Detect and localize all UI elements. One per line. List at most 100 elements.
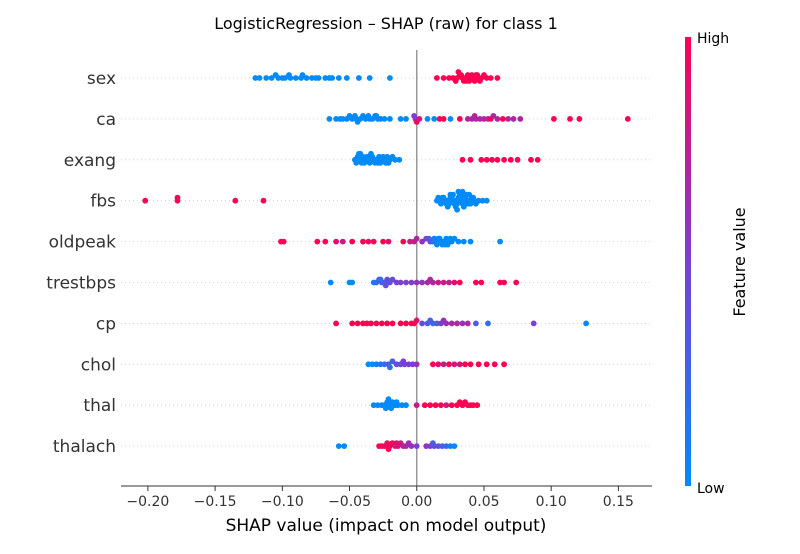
data-point-fbs bbox=[466, 191, 473, 198]
data-point-trestbps bbox=[327, 279, 334, 286]
data-point-cp bbox=[389, 320, 396, 327]
data-point-ca bbox=[481, 116, 487, 122]
data-point-thal bbox=[462, 399, 468, 406]
data-point-thalach bbox=[385, 446, 392, 452]
data-point-ca bbox=[352, 113, 358, 119]
data-point-ca bbox=[499, 116, 506, 122]
data-point-sex bbox=[279, 75, 286, 81]
data-point-exang bbox=[501, 156, 507, 163]
data-point-chol bbox=[393, 361, 400, 368]
feature-label-trestbps: trestbps bbox=[46, 274, 116, 294]
feature-label-ca: ca bbox=[96, 110, 116, 130]
data-point-chol bbox=[451, 361, 458, 368]
data-point-ca bbox=[387, 116, 393, 122]
data-point-trestbps bbox=[393, 279, 400, 286]
data-point-exang bbox=[357, 150, 364, 157]
data-point-thalach bbox=[435, 443, 442, 449]
data-point-fbs bbox=[260, 197, 267, 204]
data-point-oldpeak bbox=[419, 238, 425, 245]
data-point-cp bbox=[368, 320, 374, 327]
data-point-ca bbox=[551, 116, 557, 122]
data-point-cp bbox=[427, 317, 434, 324]
data-point-cp bbox=[397, 320, 404, 327]
data-point-cp bbox=[378, 320, 385, 327]
data-point-thal bbox=[385, 396, 392, 403]
data-point-oldpeak bbox=[467, 238, 474, 245]
data-point-cp bbox=[419, 320, 425, 327]
data-point-exang bbox=[514, 156, 521, 163]
colorbar-low-label: Low bbox=[697, 481, 725, 497]
data-point-trestbps bbox=[497, 279, 503, 286]
data-point-chol bbox=[387, 364, 393, 371]
x-tick-label: −0.05 bbox=[328, 494, 371, 510]
data-point-oldpeak bbox=[425, 235, 432, 242]
data-point-trestbps bbox=[389, 276, 396, 283]
data-point-chol bbox=[381, 361, 388, 368]
row-guides bbox=[121, 77, 652, 447]
data-point-thalach bbox=[413, 443, 420, 449]
feature-label-oldpeak: oldpeak bbox=[49, 233, 117, 253]
data-point-cp bbox=[440, 317, 447, 324]
data-point-sex bbox=[326, 75, 333, 81]
data-point-ca bbox=[326, 116, 333, 122]
data-point-fbs bbox=[142, 197, 149, 204]
data-point-sex bbox=[469, 72, 475, 78]
data-point-oldpeak bbox=[431, 235, 438, 242]
data-point-chol bbox=[377, 361, 384, 368]
feature-labels: sex ca exang fbs oldpeak trestbps cp chol thal th… bbox=[46, 69, 116, 457]
data-point-chol bbox=[456, 361, 463, 368]
data-point-fbs bbox=[473, 200, 479, 207]
data-point-thal bbox=[374, 402, 381, 409]
data-point-exang bbox=[372, 159, 378, 166]
data-point-chol bbox=[413, 361, 420, 368]
x-tick-label: 0.05 bbox=[468, 494, 499, 510]
data-point-oldpeak bbox=[447, 235, 454, 242]
data-point-fbs bbox=[455, 188, 462, 195]
data-point-sex bbox=[474, 72, 481, 78]
data-point-ca bbox=[505, 116, 512, 122]
data-point-trestbps bbox=[446, 279, 452, 286]
data-point-thal bbox=[467, 402, 474, 409]
data-point-ca bbox=[411, 113, 417, 119]
data-point-ca bbox=[403, 116, 409, 122]
data-point-exang bbox=[364, 153, 370, 160]
data-point-oldpeak bbox=[365, 238, 372, 245]
data-point-oldpeak bbox=[349, 238, 356, 245]
data-point-sex bbox=[256, 75, 263, 81]
data-point-thalach bbox=[408, 443, 415, 449]
chart-title: LogisticRegression – SHAP (raw) for clas… bbox=[214, 14, 558, 33]
data-point-cp bbox=[354, 320, 361, 327]
data-point-oldpeak bbox=[280, 238, 287, 245]
data-point-thalach bbox=[341, 443, 348, 449]
data-point-trestbps bbox=[440, 279, 447, 286]
data-point-thal bbox=[382, 405, 389, 412]
data-point-trestbps bbox=[413, 279, 420, 286]
data-point-oldpeak bbox=[385, 238, 392, 245]
colorbar bbox=[685, 37, 691, 486]
data-point-oldpeak bbox=[333, 238, 339, 245]
data-point-sex bbox=[272, 72, 279, 78]
data-point-trestbps bbox=[403, 279, 409, 286]
feature-label-fbs: fbs bbox=[90, 192, 116, 212]
data-point-sex bbox=[452, 78, 459, 84]
feature-label-thal: thal bbox=[83, 396, 116, 416]
data-point-oldpeak bbox=[497, 238, 503, 245]
data-point-ca bbox=[333, 116, 339, 122]
feature-label-chol: chol bbox=[81, 355, 116, 375]
data-point-thal bbox=[421, 402, 428, 409]
data-point-thalach bbox=[423, 443, 430, 449]
data-point-cp bbox=[349, 320, 356, 327]
data-point-thalach bbox=[447, 443, 454, 449]
colorbar-title: Feature value bbox=[730, 207, 749, 316]
data-point-ca bbox=[424, 116, 431, 122]
data-point-chol bbox=[446, 361, 452, 368]
data-point-sex bbox=[494, 75, 501, 81]
data-point-sex bbox=[313, 75, 319, 81]
data-point-ca bbox=[365, 113, 372, 119]
data-point-cp bbox=[473, 320, 479, 327]
data-point-trestbps bbox=[473, 279, 479, 286]
data-point-sex bbox=[303, 75, 310, 81]
data-point-chol bbox=[440, 361, 447, 368]
data-point-thal bbox=[448, 402, 455, 409]
